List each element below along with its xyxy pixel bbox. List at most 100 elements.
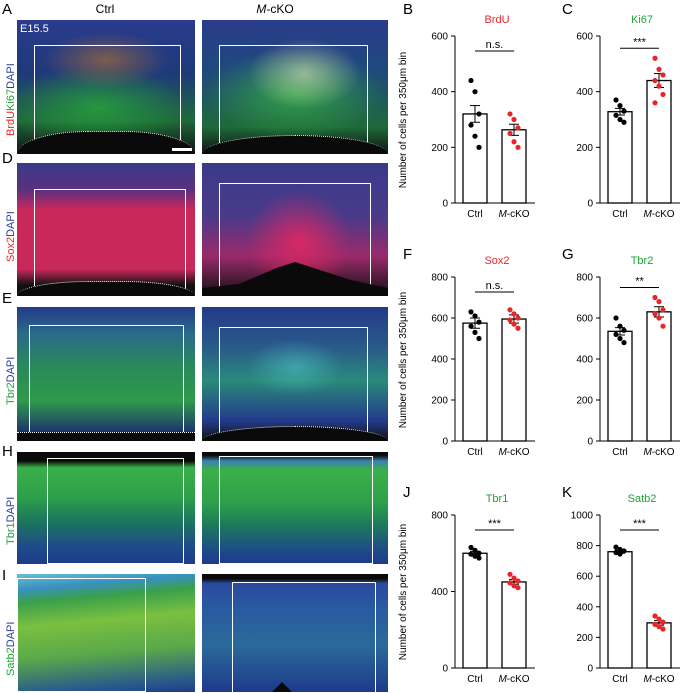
data-point	[660, 91, 666, 98]
data-point	[621, 548, 627, 554]
data-point	[468, 544, 474, 551]
bar	[646, 622, 672, 669]
data-point	[515, 125, 521, 131]
micrograph-h-mcko	[202, 452, 388, 564]
data-point	[617, 551, 623, 557]
chart-f: Sox2 0 200 400 600 800 Ctrl M-cKO n.s. Number of …	[398, 255, 535, 458]
data-point	[656, 299, 662, 305]
data-point	[660, 72, 666, 78]
micrograph-e-mcko	[202, 307, 388, 441]
micrograph-h-ctrl	[17, 452, 195, 564]
y-tick-label: 800	[576, 541, 593, 552]
data-point	[613, 331, 619, 337]
chart-title: Ki67	[631, 14, 653, 26]
data-point	[511, 116, 517, 123]
data-point	[511, 139, 517, 145]
data-point	[468, 551, 474, 557]
stage-label: E15.5	[20, 23, 49, 35]
data-point	[621, 119, 627, 125]
counting-box	[17, 578, 146, 692]
data-point	[476, 319, 482, 325]
x-tick-label: M-cKO	[643, 447, 674, 458]
bar	[607, 111, 633, 204]
data-point	[468, 309, 474, 315]
y-tick-label: 200	[576, 633, 593, 644]
y-tick-label: 400	[576, 602, 593, 613]
y-tick-label: 400	[576, 87, 593, 98]
y-axis-label: Number of cells per 350μm bin	[398, 524, 409, 660]
ventricle-region	[17, 281, 195, 296]
y-tick-label: 600	[431, 314, 448, 325]
panel-label-c: C	[562, 1, 573, 18]
micrograph-d-ctrl	[17, 163, 195, 296]
counting-box	[232, 582, 376, 692]
data-point	[507, 130, 513, 137]
x-tick-label: M-cKO	[643, 674, 674, 685]
y-tick-label: 600	[431, 32, 448, 43]
panel-label-g: G	[562, 246, 574, 263]
y-tick-label: 0	[442, 437, 448, 448]
data-point	[468, 77, 474, 84]
y-tick-label: 600	[576, 572, 593, 583]
data-point	[472, 329, 478, 335]
ventricle-region	[202, 135, 388, 154]
data-point	[515, 578, 521, 584]
bar	[462, 113, 488, 204]
x-tick-label: Ctrl	[612, 674, 628, 685]
bar	[607, 551, 633, 669]
significance-label: ***	[633, 36, 647, 48]
data-point	[656, 66, 662, 72]
data-point	[476, 555, 482, 561]
x-tick-label: M-cKO	[498, 674, 529, 685]
y-tick-label: 1000	[571, 511, 594, 522]
data-point	[468, 122, 474, 128]
data-point	[652, 100, 658, 106]
ventricle-region	[17, 432, 195, 441]
bar	[462, 552, 488, 669]
x-tick-label: Ctrl	[467, 209, 483, 220]
chart-title: Tbr1	[486, 493, 509, 505]
bar	[501, 581, 527, 669]
y-tick-label: 0	[587, 199, 593, 210]
data-point	[511, 583, 517, 589]
ventricle-region	[202, 426, 388, 441]
panel-label-f: F	[403, 246, 413, 263]
micrograph-a-mcko	[202, 20, 388, 154]
data-point	[515, 144, 521, 150]
y-tick-label: 400	[431, 355, 448, 366]
bar	[607, 330, 633, 442]
y-tick-label: 400	[431, 587, 448, 598]
data-point	[468, 323, 474, 329]
data-point	[613, 97, 619, 103]
data-point	[613, 315, 619, 321]
x-tick-label: Ctrl	[612, 209, 628, 220]
data-point	[476, 335, 482, 342]
y-tick-label: 400	[431, 87, 448, 98]
y-axis-label: Number of cells per 350μm bin	[398, 52, 409, 188]
data-point	[507, 571, 513, 577]
x-tick-label: M-cKO	[498, 447, 529, 458]
data-point	[617, 546, 623, 553]
data-point	[511, 321, 517, 327]
data-point	[652, 55, 658, 61]
data-point	[613, 544, 619, 550]
data-point	[652, 294, 658, 301]
y-axis-label: Number of cells per 350μm bin	[398, 292, 409, 428]
x-tick-label: Ctrl	[612, 447, 628, 458]
data-point	[617, 335, 623, 342]
y-tick-label: 800	[431, 273, 448, 284]
column-title-mcko: M-cKO	[256, 2, 294, 16]
x-tick-label: M-cKO	[643, 209, 674, 220]
data-point	[472, 547, 478, 553]
panel-label-b: B	[403, 1, 414, 18]
significance-label: ***	[488, 518, 502, 530]
data-point	[507, 307, 513, 313]
significance-label: **	[635, 276, 644, 288]
data-point	[656, 616, 662, 622]
data-point	[621, 108, 627, 114]
bar	[646, 79, 672, 204]
data-point	[617, 102, 623, 109]
chart-g: Tbr2 0 200 400 600 800 Ctrl M-cKO **	[576, 255, 680, 458]
